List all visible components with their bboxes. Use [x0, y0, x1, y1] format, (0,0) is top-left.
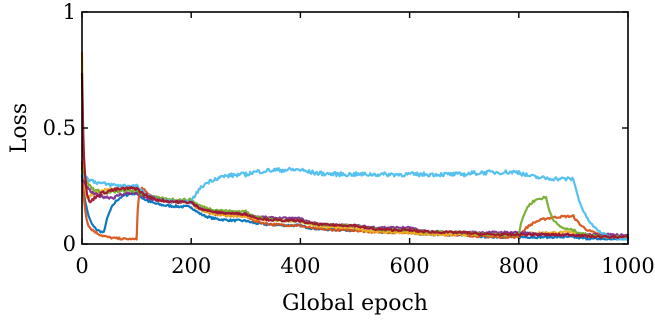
- loss-series-line: [80, 72, 630, 239]
- x-tick-label: 400: [280, 254, 320, 278]
- axis-ticks: [81, 11, 629, 245]
- y-tick-label: 0: [63, 232, 76, 256]
- y-tick-label: 0.5: [43, 116, 76, 140]
- x-tick-label: 200: [171, 254, 211, 278]
- plot-frame: [81, 11, 629, 245]
- loss-series-line: [80, 175, 630, 241]
- x-axis-label: Global epoch: [282, 291, 428, 316]
- axis-tick-labels: 0 200 400 600 800 1000 0 0.5 1: [43, 0, 655, 278]
- y-tick-label: 1: [63, 0, 76, 24]
- loss-series-line: [80, 51, 630, 239]
- x-tick-label: 0: [75, 254, 88, 278]
- series-group: [80, 51, 630, 241]
- x-tick-label: 1000: [601, 254, 654, 278]
- x-tick-label: 600: [390, 254, 430, 278]
- x-tick-label: 800: [499, 254, 539, 278]
- y-axis-label: Loss: [7, 103, 32, 153]
